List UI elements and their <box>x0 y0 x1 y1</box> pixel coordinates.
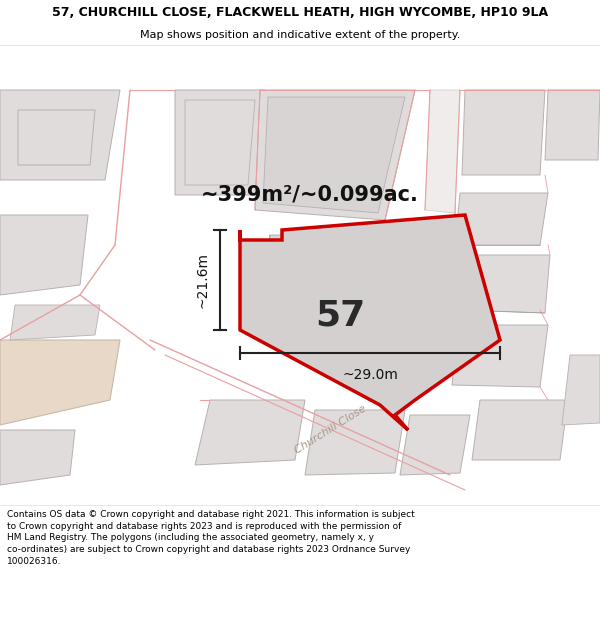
Polygon shape <box>400 415 470 475</box>
Polygon shape <box>195 400 305 465</box>
Polygon shape <box>0 90 120 180</box>
Text: ~29.0m: ~29.0m <box>342 368 398 382</box>
Text: Churchill Close: Churchill Close <box>292 404 368 456</box>
Polygon shape <box>460 255 550 313</box>
Polygon shape <box>240 215 500 430</box>
Polygon shape <box>255 90 415 220</box>
Polygon shape <box>462 90 545 175</box>
Text: ~21.6m: ~21.6m <box>195 252 209 308</box>
Polygon shape <box>0 340 120 425</box>
Polygon shape <box>260 235 355 325</box>
Polygon shape <box>452 325 548 387</box>
Polygon shape <box>10 305 100 340</box>
Text: ~399m²/~0.099ac.: ~399m²/~0.099ac. <box>201 185 419 205</box>
Polygon shape <box>562 355 600 425</box>
Polygon shape <box>472 400 568 460</box>
Text: 57: 57 <box>315 298 365 332</box>
Polygon shape <box>185 100 255 185</box>
Polygon shape <box>0 430 75 485</box>
Polygon shape <box>175 90 265 195</box>
Polygon shape <box>425 90 460 213</box>
Polygon shape <box>0 215 88 295</box>
Polygon shape <box>263 97 405 213</box>
Polygon shape <box>18 110 95 165</box>
Polygon shape <box>545 90 600 160</box>
Text: Contains OS data © Crown copyright and database right 2021. This information is : Contains OS data © Crown copyright and d… <box>7 510 415 566</box>
Polygon shape <box>455 193 548 245</box>
Polygon shape <box>305 410 405 475</box>
Text: Map shows position and indicative extent of the property.: Map shows position and indicative extent… <box>140 30 460 40</box>
Text: 57, CHURCHILL CLOSE, FLACKWELL HEATH, HIGH WYCOMBE, HP10 9LA: 57, CHURCHILL CLOSE, FLACKWELL HEATH, HI… <box>52 6 548 19</box>
